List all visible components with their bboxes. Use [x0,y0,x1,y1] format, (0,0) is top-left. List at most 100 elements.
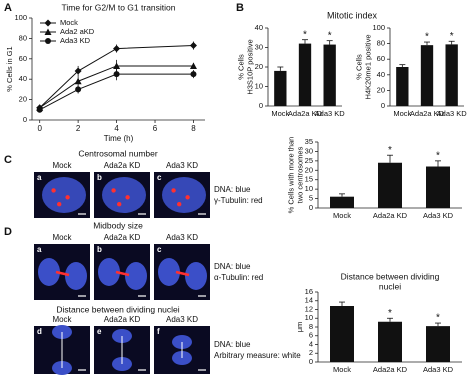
column-label: Ada3 KD [166,161,198,170]
x-tick-label: Ada2a KD [410,109,445,118]
column-label: Mock [52,233,72,242]
image-letter: f [157,327,160,336]
y-tick-label: 20 [377,85,385,94]
y-tick-label: 35 [305,137,313,146]
y-tick-label: 16 [305,287,313,296]
legend-label: Mock [60,18,78,27]
panel-title: Mitotic index [327,10,378,20]
x-tick-label: 6 [153,124,158,133]
bar [445,44,458,106]
bar [426,326,450,362]
series-line [39,65,194,109]
centrosome [57,202,62,207]
centrosome [125,195,130,200]
y-tick-label: 0 [259,101,263,110]
image-letter: b [97,245,102,254]
y-tick-label: 14 [305,296,313,305]
caption: α-Tubulin: red [214,273,263,282]
y-tick-label: 30 [305,146,313,155]
caption: DNA: blue [214,262,251,271]
y-tick-label: 60 [377,54,385,63]
bar [274,70,287,106]
bar [330,196,354,208]
bar [330,306,354,362]
y-tick-label: 0 [309,203,313,212]
y-tick-label: 25 [305,156,313,165]
panel-label: D [4,226,12,238]
significance: * [450,31,454,42]
nucleus [158,258,180,286]
midbody [115,270,130,277]
y-tick-label: 2 [309,348,313,357]
y-tick-label: 80 [377,39,385,48]
legend-marker [44,28,52,35]
caption: DNA: blue [214,340,251,349]
centrosome [65,195,70,200]
y-tick-label: 40 [255,23,263,32]
column-label: Ada3 KD [166,233,198,242]
section-title: Midbody size [93,220,143,230]
y-tick-label: 40 [19,74,27,83]
bar [420,45,434,106]
significance: * [388,145,392,156]
bar [378,321,402,362]
centrosome [117,202,122,207]
y-tick-label: 100 [14,13,27,22]
section-title: Centrosomal number [78,148,158,158]
section-title: Distance between dividing nuclei [56,304,179,314]
y-axis-label: two centrosomes [295,146,304,203]
y-tick-label: 5 [309,194,313,203]
image-letter: b [97,173,102,182]
marker [74,67,82,75]
bar [396,67,409,106]
midbody [175,270,190,277]
y-axis-label: H4K20me1 positive [363,34,372,99]
y-axis-label: % Cells in G1 [5,46,14,91]
x-tick-label: Ada3 KD [423,365,454,374]
nucleus [38,258,60,286]
image-letter: d [37,327,42,336]
bar [323,44,336,106]
legend-label: Ada3 KD [60,36,91,45]
centrosome [171,188,176,193]
significance: * [436,150,440,161]
marker [113,45,121,53]
column-label: Ada2a KD [104,161,141,170]
y-tick-label: 0 [309,357,313,366]
y-axis-label: % Cells with more than [286,137,295,214]
column-label: Ada3 KD [166,315,198,324]
y-axis-label: μm [295,322,304,333]
x-tick-label: 2 [76,124,81,133]
y-tick-label: 100 [372,23,385,32]
legend-label: Ada2 aKD [60,27,95,36]
column-label: Ada2a KD [104,233,141,242]
y-tick-label: 15 [305,175,313,184]
caption: Arbitrary measure: white [214,351,301,360]
y-axis-label: H3S10P positive [245,39,254,94]
x-tick-label: 4 [114,124,119,133]
y-tick-label: 10 [305,184,313,193]
image-letter: c [157,173,162,182]
x-tick-label: Mock [393,109,411,118]
x-tick-label: Ada2a KD [373,365,408,374]
x-tick-label: Ada2a KD [288,109,323,118]
y-tick-label: 80 [19,33,27,42]
centrosome [185,195,190,200]
significance: * [328,30,332,41]
x-tick-label: Ada2a KD [373,211,408,220]
y-tick-label: 20 [19,95,27,104]
y-tick-label: 0 [23,115,27,124]
y-tick-label: 10 [255,81,263,90]
chart-title: Time for G2/M to G1 transition [62,2,176,12]
y-axis-label: % Cells [236,54,245,80]
midbody [55,270,70,277]
series-line [39,45,194,109]
column-label: Mock [52,161,72,170]
caption: DNA: blue [214,185,251,194]
x-tick-label: 0 [37,124,42,133]
panel-label: C [4,154,12,166]
nucleus [125,262,147,290]
image-letter: c [157,245,162,254]
marker [75,86,82,93]
